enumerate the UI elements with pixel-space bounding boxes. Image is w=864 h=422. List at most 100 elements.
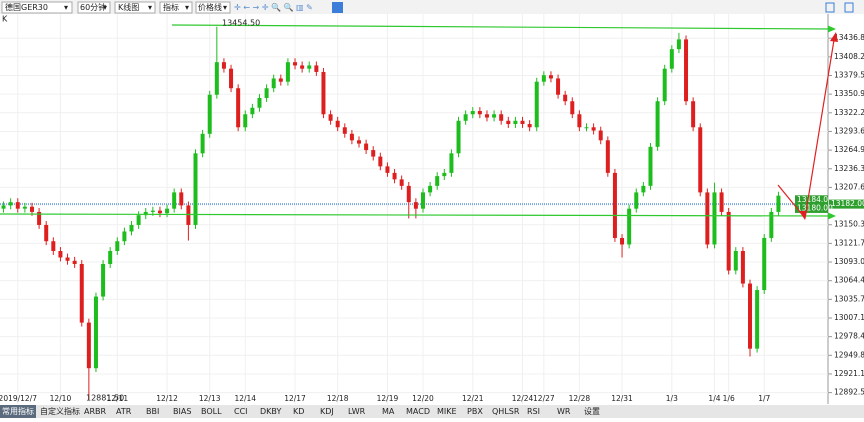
indicator-tab[interactable]: PBX bbox=[467, 407, 483, 416]
candle-body bbox=[1, 205, 6, 209]
indicator-tab[interactable]: KDJ bbox=[320, 407, 334, 416]
candle-body bbox=[172, 192, 177, 209]
candle-body bbox=[556, 78, 561, 95]
dropdown-arrow: ▾ bbox=[185, 3, 189, 12]
x-tick-label: 12/18 bbox=[327, 394, 349, 403]
indicator-tab[interactable]: MIKE bbox=[437, 407, 457, 416]
candle-body bbox=[769, 211, 774, 238]
chart-kind-select[interactable] bbox=[114, 1, 156, 14]
y-tick-label: 12949.80 bbox=[834, 350, 864, 359]
indicator-tab[interactable]: 常用指标 bbox=[2, 406, 34, 416]
arrow-head bbox=[799, 211, 807, 220]
y-tick-label: 12978.45 bbox=[834, 332, 864, 341]
y-tick-label: 13322.25 bbox=[834, 108, 864, 117]
panel-toggle[interactable] bbox=[844, 2, 854, 13]
indicator-tab[interactable]: 设置 bbox=[584, 406, 600, 416]
price-line-select[interactable] bbox=[195, 1, 231, 14]
support-line bbox=[0, 213, 831, 217]
candle-body bbox=[44, 224, 49, 242]
x-tick-label: 12/11 bbox=[106, 394, 128, 403]
arrow-head bbox=[830, 32, 838, 42]
candle-body bbox=[314, 65, 319, 72]
candle-body bbox=[577, 114, 582, 128]
indicator-tab[interactable]: ATR bbox=[116, 407, 132, 416]
candle-body bbox=[499, 114, 504, 121]
x-tick-label: 12/14 bbox=[234, 394, 256, 403]
candle-body bbox=[65, 257, 70, 261]
candle-body bbox=[655, 101, 660, 147]
draw-tool[interactable] bbox=[332, 2, 343, 13]
x-tick-label: 1/7 bbox=[758, 394, 770, 403]
candle-body bbox=[598, 130, 603, 141]
candle-body bbox=[733, 250, 738, 271]
indicator-select[interactable] bbox=[159, 1, 193, 14]
candle-body bbox=[385, 166, 390, 173]
indicator-tab[interactable]: KD bbox=[293, 407, 304, 416]
price-line: 价格线 bbox=[198, 2, 222, 12]
candle-body bbox=[684, 39, 689, 102]
candle-body bbox=[8, 202, 13, 206]
candle-body bbox=[58, 250, 63, 258]
candle-body bbox=[541, 75, 546, 82]
x-tick-label: 1/3 bbox=[666, 394, 678, 403]
indicator-tab[interactable]: ARBR bbox=[84, 407, 107, 416]
chart-kind: K线图 bbox=[118, 2, 139, 12]
candle-body bbox=[349, 133, 354, 141]
candle-body bbox=[719, 192, 724, 212]
candle-body bbox=[527, 124, 532, 128]
candle-body bbox=[634, 192, 639, 209]
candle-body bbox=[307, 65, 312, 69]
candle-body bbox=[755, 290, 760, 349]
panel-toggle[interactable] bbox=[825, 2, 835, 13]
candle-body bbox=[214, 62, 219, 95]
candle-body bbox=[506, 120, 511, 125]
high-annotation: 13454.50 bbox=[222, 19, 260, 28]
candle-body bbox=[278, 78, 283, 82]
indicator-tab[interactable]: LWR bbox=[348, 407, 366, 416]
y-tick-label: 13350.90 bbox=[834, 89, 864, 98]
y-tick-label: 12892.50 bbox=[834, 388, 864, 397]
tool-icons[interactable]: ✛ ← → ✛ 🔍 🔍 ▥ ✎ bbox=[234, 2, 313, 12]
dropdown-arrow: ▾ bbox=[103, 3, 107, 12]
candle-body bbox=[620, 237, 625, 245]
indicator-tab[interactable]: BOLL bbox=[201, 407, 222, 416]
indicator-tab[interactable]: MACD bbox=[406, 407, 430, 416]
indicator-tab[interactable]: BBI bbox=[146, 407, 159, 416]
candle-body bbox=[285, 62, 290, 82]
indicator-tab[interactable]: MA bbox=[382, 407, 395, 416]
indicator-tab[interactable]: RSI bbox=[527, 407, 540, 416]
candle-body bbox=[22, 206, 27, 209]
projection bbox=[777, 39, 835, 220]
indicator-tab[interactable]: QHLSR bbox=[492, 407, 520, 416]
active-tab bbox=[0, 405, 36, 418]
dropdown-arrow: ▾ bbox=[64, 3, 68, 12]
candle-body bbox=[129, 224, 134, 232]
candle-body bbox=[186, 205, 191, 225]
symbol-select[interactable] bbox=[1, 1, 73, 14]
candle-body bbox=[157, 210, 162, 214]
candle-body bbox=[200, 133, 205, 154]
candle-body bbox=[492, 114, 497, 118]
candle-body bbox=[698, 127, 703, 193]
indicator-tab[interactable]: DKBY bbox=[260, 407, 281, 416]
indicator-tab[interactable]: 自定义指标 bbox=[40, 406, 80, 416]
symbol: 德国GER30 bbox=[5, 2, 48, 12]
price-tag-label: 13182.00 bbox=[831, 199, 864, 208]
candle-body bbox=[193, 153, 198, 225]
candle-body bbox=[463, 114, 468, 121]
indicator-tab[interactable]: WR bbox=[557, 407, 571, 416]
price-tag bbox=[829, 199, 864, 209]
indicator-tab[interactable]: CCI bbox=[234, 407, 248, 416]
y-tick-label: 13293.60 bbox=[834, 126, 864, 135]
arrow-head bbox=[828, 25, 836, 33]
candle-body bbox=[662, 68, 667, 102]
candle-body bbox=[207, 94, 212, 134]
candle-body bbox=[449, 153, 454, 173]
candle-body bbox=[456, 120, 461, 154]
period-select[interactable] bbox=[77, 1, 111, 14]
y-tick-label: 13064.40 bbox=[834, 276, 864, 285]
candle-body bbox=[676, 39, 681, 50]
indicator-tab[interactable]: BIAS bbox=[173, 407, 191, 416]
candle-body bbox=[470, 111, 475, 115]
